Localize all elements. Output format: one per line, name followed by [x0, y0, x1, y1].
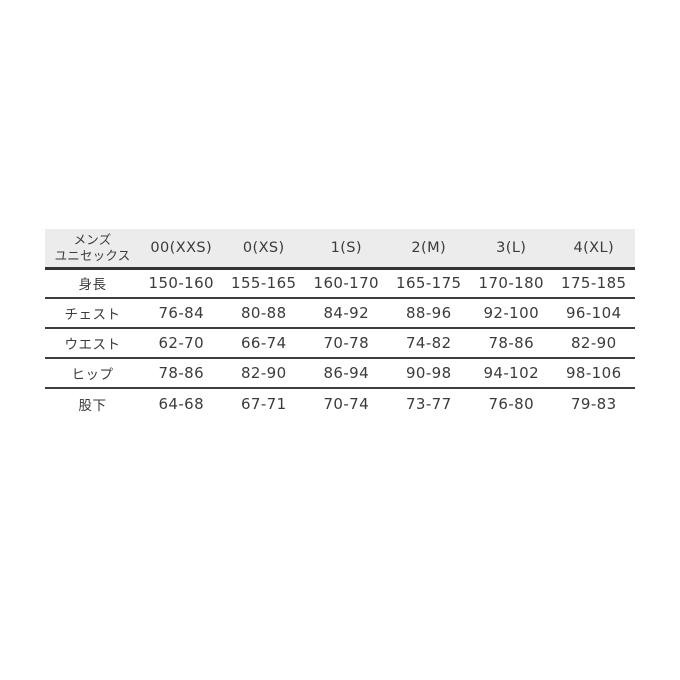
cell-height-1s: 160-170	[305, 268, 388, 299]
header-size-0xs: 0(XS)	[222, 229, 305, 270]
cell-chest-0xs: 80-88	[222, 298, 305, 329]
cell-hip-4xl: 98-106	[552, 358, 635, 389]
cell-chest-00xxs: 76-84	[140, 298, 223, 329]
cell-height-2m: 165-175	[387, 268, 470, 299]
header-size-3l: 3(L)	[470, 229, 553, 270]
header-size-00xxs: 00(XXS)	[140, 229, 223, 270]
cell-chest-2m: 88-96	[387, 298, 470, 329]
cell-inseam-2m: 73-77	[405, 394, 452, 413]
cell-height-3l: 170-180	[470, 268, 553, 299]
cell-hip-1s: 86-94	[305, 358, 388, 389]
row-label-waist: ウエスト	[45, 328, 140, 359]
size-chart-table: メンズ ユニセックス 00(XXS) 0(XS) 1(S) 2(M) 3(L) …	[45, 229, 635, 418]
cell-waist-2m: 74-82	[387, 328, 470, 359]
cell-hip-3l: 94-102	[470, 358, 553, 389]
cell-inseam-00xxs: 64-68	[158, 394, 205, 413]
cell-chest-4xl: 96-104	[552, 298, 635, 329]
cell-hip-2m: 90-98	[387, 358, 470, 389]
cell-inseam-3l: 76-80	[488, 394, 535, 413]
header-label-line1: メンズ	[73, 232, 112, 248]
cell-waist-1s: 70-78	[305, 328, 388, 359]
cell-inseam-0xs: 67-71	[240, 394, 287, 413]
row-label-hip: ヒップ	[45, 358, 140, 389]
cell-chest-3l: 92-100	[470, 298, 553, 329]
header-label-line2: ユニセックス	[54, 247, 131, 263]
header-size-4xl: 4(XL)	[552, 229, 635, 270]
header-size-1s: 1(S)	[305, 229, 388, 270]
cell-inseam-1s: 70-74	[323, 394, 370, 413]
cell-waist-3l: 78-86	[470, 328, 553, 359]
cell-height-4xl: 175-185	[552, 268, 635, 299]
table-row-waist: ウエスト 62-70 66-74 70-78 74-82 78-86 82-90	[45, 328, 635, 359]
table-row-height: 身長 150-160 155-165 160-170 165-175 170-1…	[45, 268, 635, 299]
cell-waist-00xxs: 62-70	[140, 328, 223, 359]
table-row-inseam: 股下 64-68 67-71 70-74 73-77 76-80 79-83	[45, 388, 635, 418]
cell-hip-0xs: 82-90	[222, 358, 305, 389]
cell-waist-4xl: 82-90	[552, 328, 635, 359]
cell-height-00xxs: 150-160	[140, 268, 223, 299]
header-category-label: メンズ ユニセックス	[45, 229, 140, 270]
cell-height-0xs: 155-165	[222, 268, 305, 299]
table-row-hip: ヒップ 78-86 82-90 86-94 90-98 94-102 98-10…	[45, 358, 635, 389]
row-label-chest: チェスト	[45, 298, 140, 329]
row-label-height: 身長	[45, 268, 140, 299]
header-row: メンズ ユニセックス 00(XXS) 0(XS) 1(S) 2(M) 3(L) …	[45, 229, 635, 270]
cell-chest-1s: 84-92	[305, 298, 388, 329]
cell-hip-00xxs: 78-86	[140, 358, 223, 389]
row-label-inseam: 股下	[78, 397, 107, 414]
cell-waist-0xs: 66-74	[222, 328, 305, 359]
cell-inseam-4xl: 79-83	[570, 394, 617, 413]
table-row-chest: チェスト 76-84 80-88 84-92 88-96 92-100 96-1…	[45, 298, 635, 329]
header-size-2m: 2(M)	[387, 229, 470, 270]
